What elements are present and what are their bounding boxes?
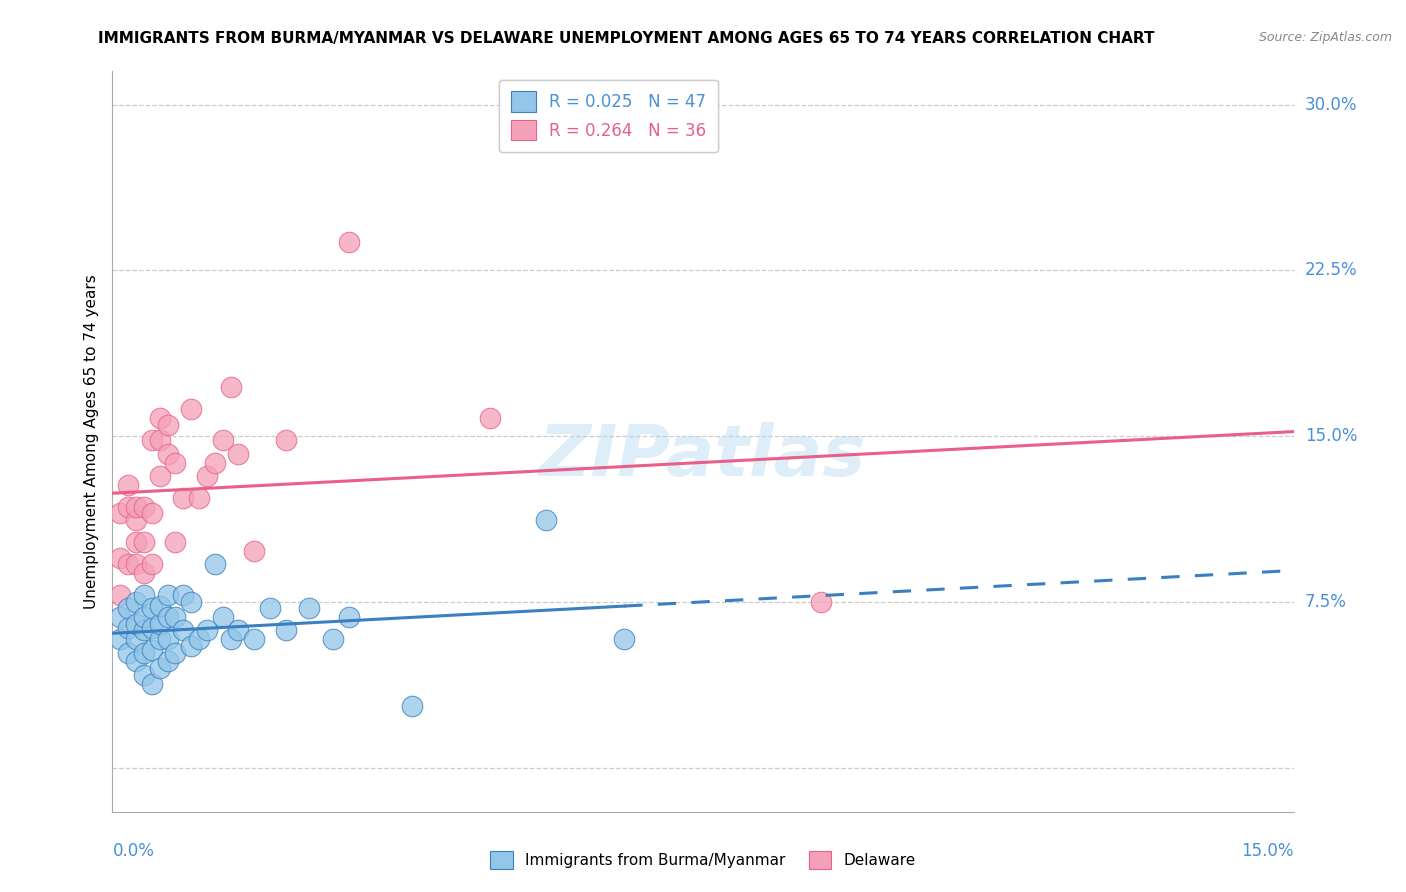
Point — [219, 380, 242, 394]
Point — [180, 402, 202, 417]
Point — [141, 676, 163, 690]
Point — [259, 601, 281, 615]
Point — [110, 507, 132, 521]
Point — [132, 646, 155, 660]
Point — [110, 610, 132, 624]
Point — [156, 417, 179, 432]
Point — [613, 632, 636, 647]
Point — [125, 500, 148, 514]
Point — [117, 621, 139, 635]
Text: Source: ZipAtlas.com: Source: ZipAtlas.com — [1258, 31, 1392, 45]
Point — [149, 468, 172, 483]
Point — [117, 646, 139, 660]
Point — [110, 550, 132, 565]
Point — [172, 491, 194, 505]
Text: 15.0%: 15.0% — [1241, 842, 1294, 860]
Point — [165, 646, 187, 660]
Point — [149, 616, 172, 631]
Point — [165, 610, 187, 624]
Point — [180, 595, 202, 609]
Point — [110, 632, 132, 647]
Point — [195, 624, 218, 638]
Point — [322, 632, 344, 647]
Point — [141, 434, 163, 448]
Point — [337, 610, 360, 624]
Point — [117, 558, 139, 572]
Point — [243, 632, 266, 647]
Point — [125, 632, 148, 647]
Point — [204, 558, 226, 572]
Text: 0.0%: 0.0% — [112, 842, 155, 860]
Point — [156, 588, 179, 602]
Point — [132, 566, 155, 580]
Point — [141, 558, 163, 572]
Point — [534, 513, 557, 527]
Point — [141, 643, 163, 657]
Point — [172, 624, 194, 638]
Point — [110, 588, 132, 602]
Text: 7.5%: 7.5% — [1305, 593, 1347, 611]
Point — [156, 655, 179, 669]
Point — [149, 411, 172, 425]
Point — [141, 507, 163, 521]
Text: 15.0%: 15.0% — [1305, 427, 1357, 445]
Point — [195, 468, 218, 483]
Point — [180, 639, 202, 653]
Point — [211, 610, 233, 624]
Point — [125, 616, 148, 631]
Point — [274, 624, 297, 638]
Point — [132, 624, 155, 638]
Point — [204, 456, 226, 470]
Point — [228, 447, 250, 461]
Point — [165, 535, 187, 549]
Point — [149, 632, 172, 647]
Point — [132, 535, 155, 549]
Point — [149, 434, 172, 448]
Point — [401, 698, 423, 713]
Point — [219, 632, 242, 647]
Point — [337, 235, 360, 249]
Point — [274, 434, 297, 448]
Point — [132, 667, 155, 681]
Point — [132, 588, 155, 602]
Point — [211, 434, 233, 448]
Point — [228, 624, 250, 638]
Point — [125, 595, 148, 609]
Point — [132, 610, 155, 624]
Point — [479, 411, 502, 425]
Point — [125, 558, 148, 572]
Text: ZIPatlas: ZIPatlas — [540, 422, 866, 491]
Point — [188, 632, 211, 647]
Text: IMMIGRANTS FROM BURMA/MYANMAR VS DELAWARE UNEMPLOYMENT AMONG AGES 65 TO 74 YEARS: IMMIGRANTS FROM BURMA/MYANMAR VS DELAWAR… — [98, 31, 1154, 46]
Point — [117, 500, 139, 514]
Point — [132, 500, 155, 514]
Point — [298, 601, 321, 615]
Point — [149, 599, 172, 614]
Point — [156, 447, 179, 461]
Legend: Immigrants from Burma/Myanmar, Delaware: Immigrants from Burma/Myanmar, Delaware — [484, 845, 922, 875]
Point — [149, 661, 172, 675]
Point — [141, 621, 163, 635]
Text: 22.5%: 22.5% — [1305, 261, 1357, 279]
Point — [243, 544, 266, 558]
Point — [810, 595, 832, 609]
Point — [125, 655, 148, 669]
Point — [117, 601, 139, 615]
Point — [156, 632, 179, 647]
Point — [125, 535, 148, 549]
Legend: R = 0.025   N = 47, R = 0.264   N = 36: R = 0.025 N = 47, R = 0.264 N = 36 — [499, 79, 718, 152]
Point — [188, 491, 211, 505]
Y-axis label: Unemployment Among Ages 65 to 74 years: Unemployment Among Ages 65 to 74 years — [83, 274, 98, 609]
Text: 30.0%: 30.0% — [1305, 95, 1357, 113]
Point — [125, 513, 148, 527]
Point — [156, 610, 179, 624]
Point — [165, 456, 187, 470]
Point — [172, 588, 194, 602]
Point — [141, 601, 163, 615]
Point — [117, 477, 139, 491]
